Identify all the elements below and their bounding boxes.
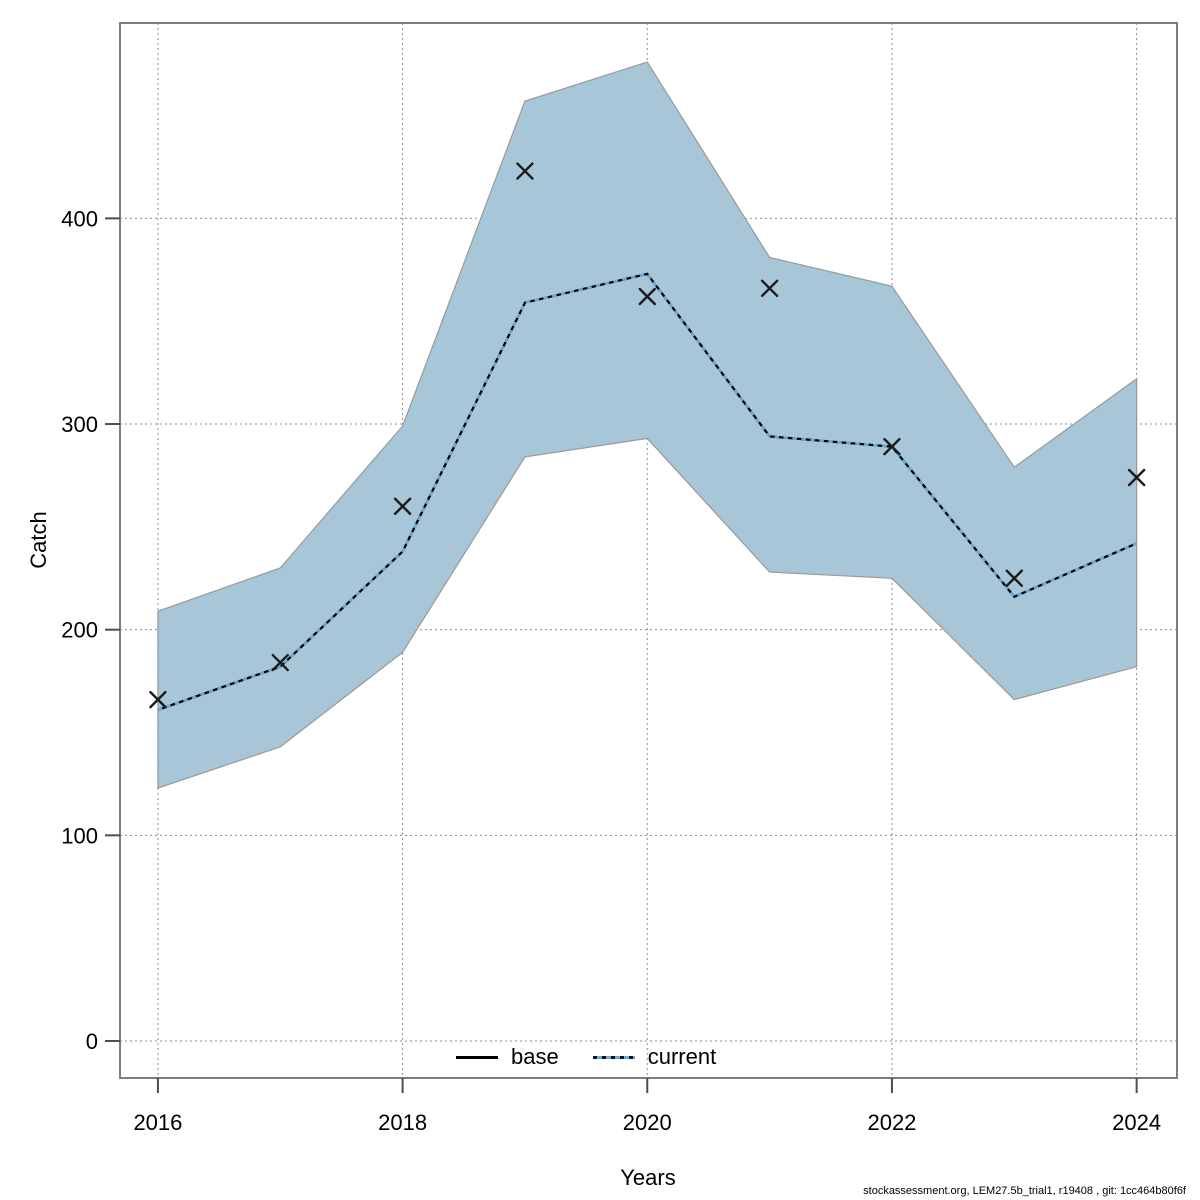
run-info-footer: stockassessment.org, LEM27.5b_trial1, r1…	[863, 1185, 1186, 1197]
legend-current-line-sample	[592, 1055, 635, 1059]
x-tick-label: 2018	[378, 1110, 427, 1135]
current-line	[157, 272, 1138, 711]
observed-marker	[1005, 569, 1023, 587]
y-tick-label: 200	[61, 618, 98, 643]
legend-current-label: current	[647, 1044, 717, 1069]
y-tick-label: 100	[61, 823, 98, 848]
plot-border	[119, 22, 1178, 1079]
observed-marker	[883, 437, 901, 456]
y-tick-label: 0	[86, 1029, 98, 1054]
confidence-band	[157, 61, 1138, 789]
x-tick-label: 2024	[1112, 1110, 1161, 1135]
legend-base-line-sample	[456, 1055, 498, 1059]
legend-base-label: base	[511, 1044, 559, 1069]
x-axis-label: Years	[620, 1165, 676, 1190]
observed-marker	[149, 690, 167, 709]
x-tick-label: 2016	[133, 1110, 182, 1135]
y-axis-label: Catch	[26, 511, 51, 569]
y-tick-label: 400	[61, 206, 98, 231]
observed-marker	[516, 162, 534, 180]
observed-marker	[638, 287, 656, 306]
y-tick-label: 300	[61, 412, 98, 437]
x-tick-label: 2020	[623, 1110, 672, 1135]
observed-marker	[1127, 468, 1146, 487]
chart-legend: base current	[456, 1044, 716, 1070]
x-tick-label: 2022	[867, 1110, 916, 1135]
observed-marker	[393, 497, 412, 515]
observed-marker	[271, 653, 289, 672]
observed-marker	[760, 279, 779, 297]
